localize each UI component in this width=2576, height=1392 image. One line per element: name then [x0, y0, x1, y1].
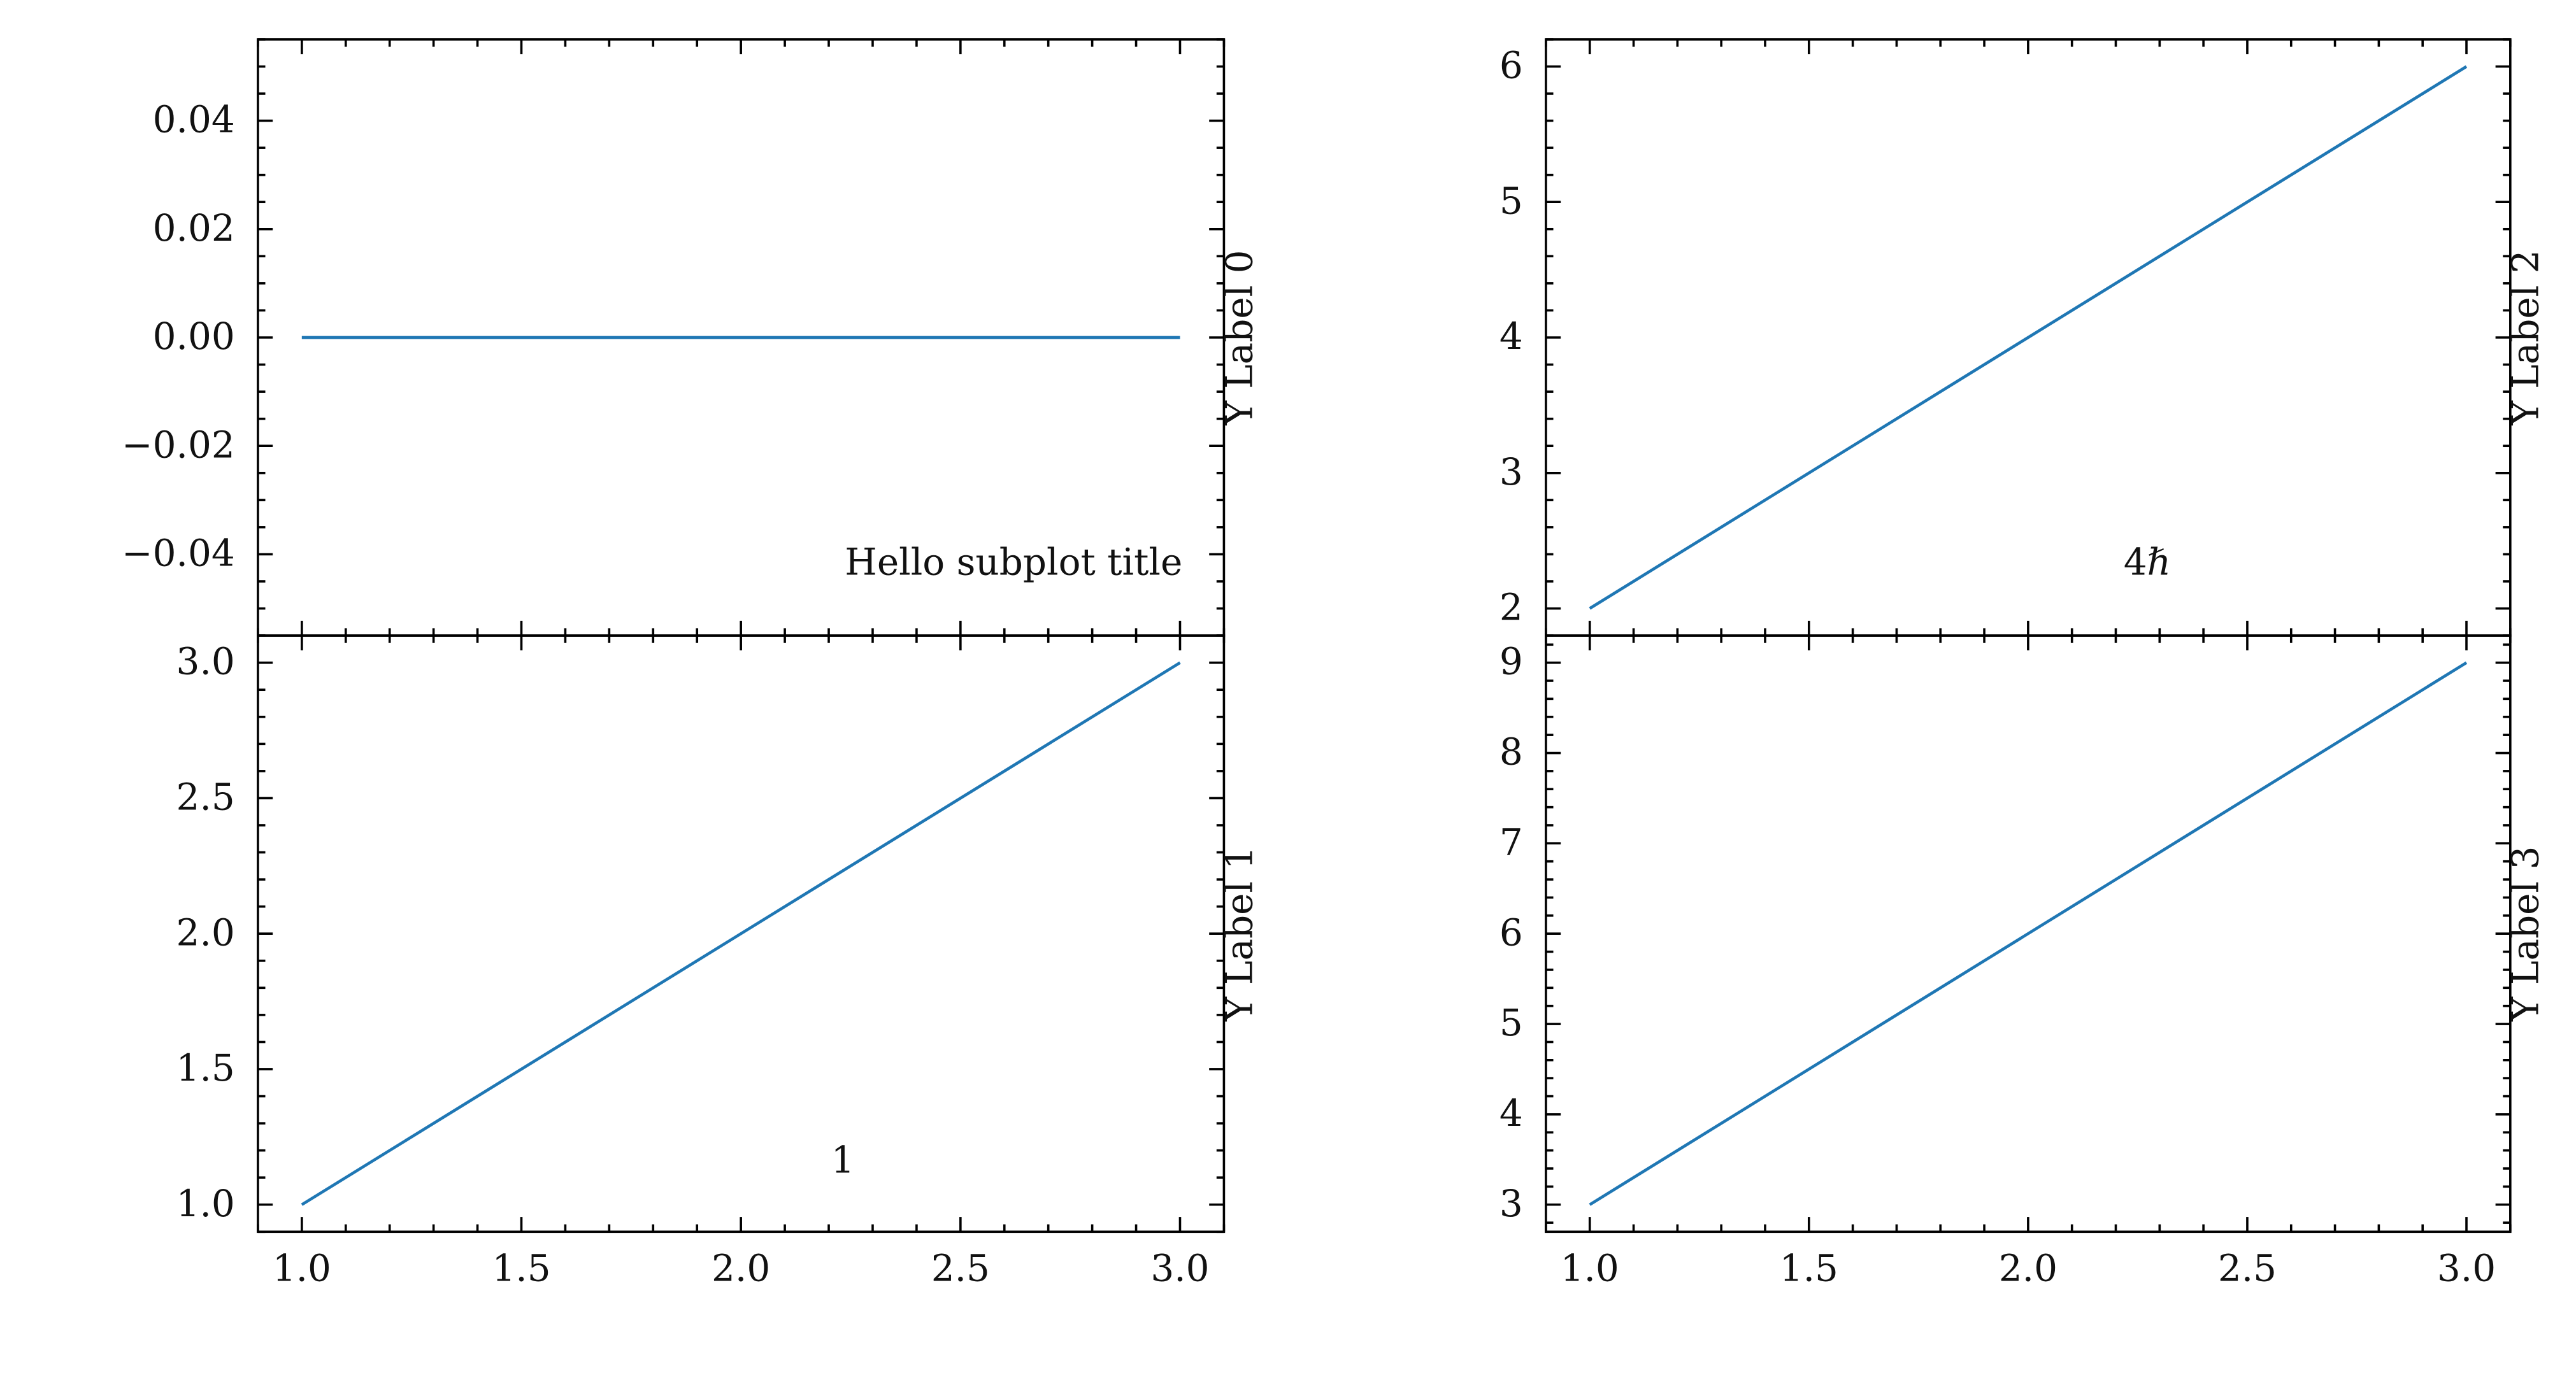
series-line: [301, 661, 1181, 1206]
y-tick-label: 2: [1499, 586, 1523, 629]
x-tick-label: 1.5: [492, 1247, 550, 1290]
y-tick-label: 2.5: [176, 775, 235, 818]
y-tick-label: 3: [1499, 450, 1523, 494]
y-tick-label: 0.00: [153, 315, 235, 358]
panel-bottom-right: 3 4 5 6 7 8 9 1.0 1.5 2.0 2.5 3.0 Y Label 3: [1499, 634, 2547, 1290]
panel-top-left: −0.04 −0.02 0.00 0.02 0.04 Y Label 0 Hello sub…: [122, 38, 1261, 637]
y-tick-label: 8: [1499, 730, 1523, 774]
y-tick-label: 3.0: [176, 640, 235, 683]
y-tick-label: 1.5: [176, 1046, 235, 1090]
y-axis-label: Y Label 1: [1217, 846, 1261, 1022]
panel-bottom-left: 1.0 1.5 2.0 2.5 3.0 1.0 1.5 2.0 2.5 3.0 Y Label 1 1: [176, 634, 1261, 1290]
y-tick-label: −0.02: [122, 423, 235, 466]
x-tick-label: 1.0: [273, 1247, 331, 1290]
y-tick-label: 4: [1499, 315, 1523, 358]
x-tick-label: 3.0: [2437, 1247, 2496, 1290]
y-tick-label: 4: [1499, 1091, 1523, 1135]
y-tick-label: 7: [1499, 820, 1523, 863]
y-axis-label: Y Label 2: [2504, 250, 2547, 425]
x-tick-label: 2.5: [2218, 1247, 2277, 1290]
y-tick-label: 5: [1499, 179, 1523, 222]
x-tick-label: 2.0: [1999, 1247, 2057, 1290]
panel-top-right: 2 3 4 5 6 Y Label 2 4ℏ: [1499, 38, 2547, 637]
panel-annotation: Hello subplot title: [845, 541, 1182, 584]
y-tick-label: 1.0: [176, 1182, 235, 1225]
y-tick-label: 3: [1499, 1182, 1523, 1225]
x-tick-label: 1.0: [1561, 1247, 1619, 1290]
y-axis-label: Y Label 0: [1217, 250, 1261, 425]
x-tick-label: 3.0: [1150, 1247, 1209, 1290]
y-tick-label: −0.04: [122, 531, 235, 574]
series-line: [1589, 65, 2468, 610]
series-line: [1589, 661, 2468, 1206]
y-tick-label: 6: [1499, 44, 1523, 87]
panel-annotation: 1: [831, 1138, 855, 1181]
x-tick-label: 2.0: [712, 1247, 770, 1290]
y-axis-label: Y Label 3: [2504, 846, 2547, 1022]
x-tick-label: 2.5: [931, 1247, 990, 1290]
x-tick-label: 1.5: [1780, 1247, 1838, 1290]
y-tick-label: 0.04: [153, 98, 235, 141]
panel-annotation: 4ℏ: [2124, 541, 2171, 584]
y-tick-label: 0.02: [153, 206, 235, 250]
y-tick-label: 6: [1499, 911, 1523, 954]
y-tick-label: 5: [1499, 1001, 1523, 1044]
y-tick-label: 2.0: [176, 911, 235, 954]
y-tick-label: 9: [1499, 640, 1523, 683]
